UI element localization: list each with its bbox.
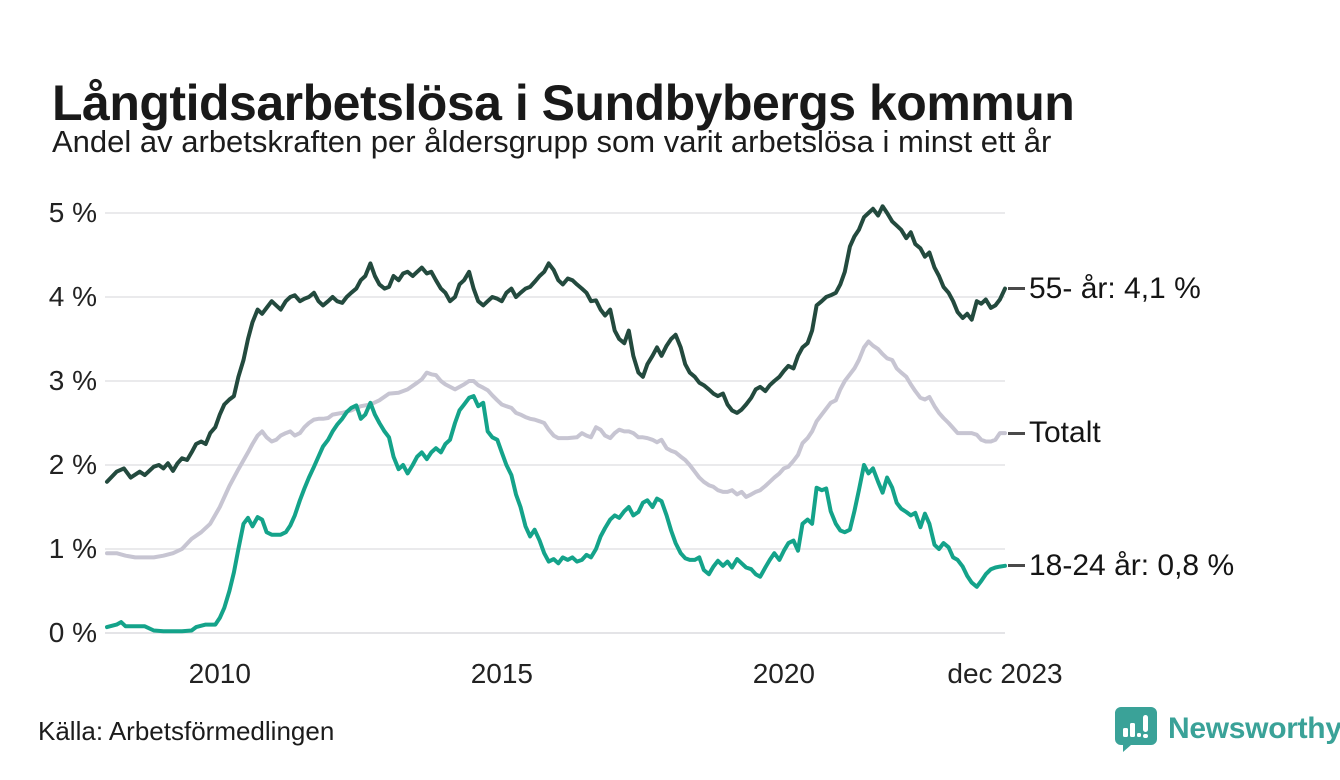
newsworthy-wordmark: Newsworthy	[1168, 712, 1340, 745]
series-label-totalt: Totalt	[1008, 413, 1101, 453]
annotation-text: 55- år: 4,1 %	[1029, 271, 1201, 305]
annotation-dash-icon	[1008, 431, 1025, 435]
annotation-dash-icon	[1008, 287, 1025, 291]
chart-subtitle: Andel av arbetskraften per åldersgrupp s…	[52, 124, 1052, 159]
source-note: Källa: Arbetsförmedlingen	[38, 716, 335, 746]
x-tick-label: dec 2023	[947, 658, 1063, 689]
y-tick-label: 1 %	[48, 533, 97, 564]
series-label-18-24-r: 18-24 år: 0,8 %	[1008, 546, 1234, 586]
annotation-text: Totalt	[1029, 416, 1101, 450]
y-tick-label: 0 %	[48, 617, 97, 648]
series-label-55-r: 55- år: 4,1 %	[1008, 269, 1201, 309]
y-tick-label: 4 %	[48, 281, 97, 312]
x-tick-label: 2010	[188, 658, 251, 689]
newsworthy-bubble-chart-icon	[1115, 707, 1157, 752]
newsworthy-logo[interactable]: Newsworthy	[1114, 706, 1340, 752]
annotation-text: 18-24 år: 0,8 %	[1029, 548, 1235, 582]
annotation-dash-icon	[1008, 564, 1025, 568]
y-tick-label: 2 %	[48, 449, 97, 480]
x-tick-label: 2015	[470, 658, 533, 689]
y-tick-label: 5 %	[48, 197, 97, 228]
x-tick-label: 2020	[752, 658, 816, 689]
page-title: Långtidsarbetslösa i Sundbybergs kommun	[52, 74, 1075, 131]
y-tick-label: 3 %	[48, 365, 97, 396]
